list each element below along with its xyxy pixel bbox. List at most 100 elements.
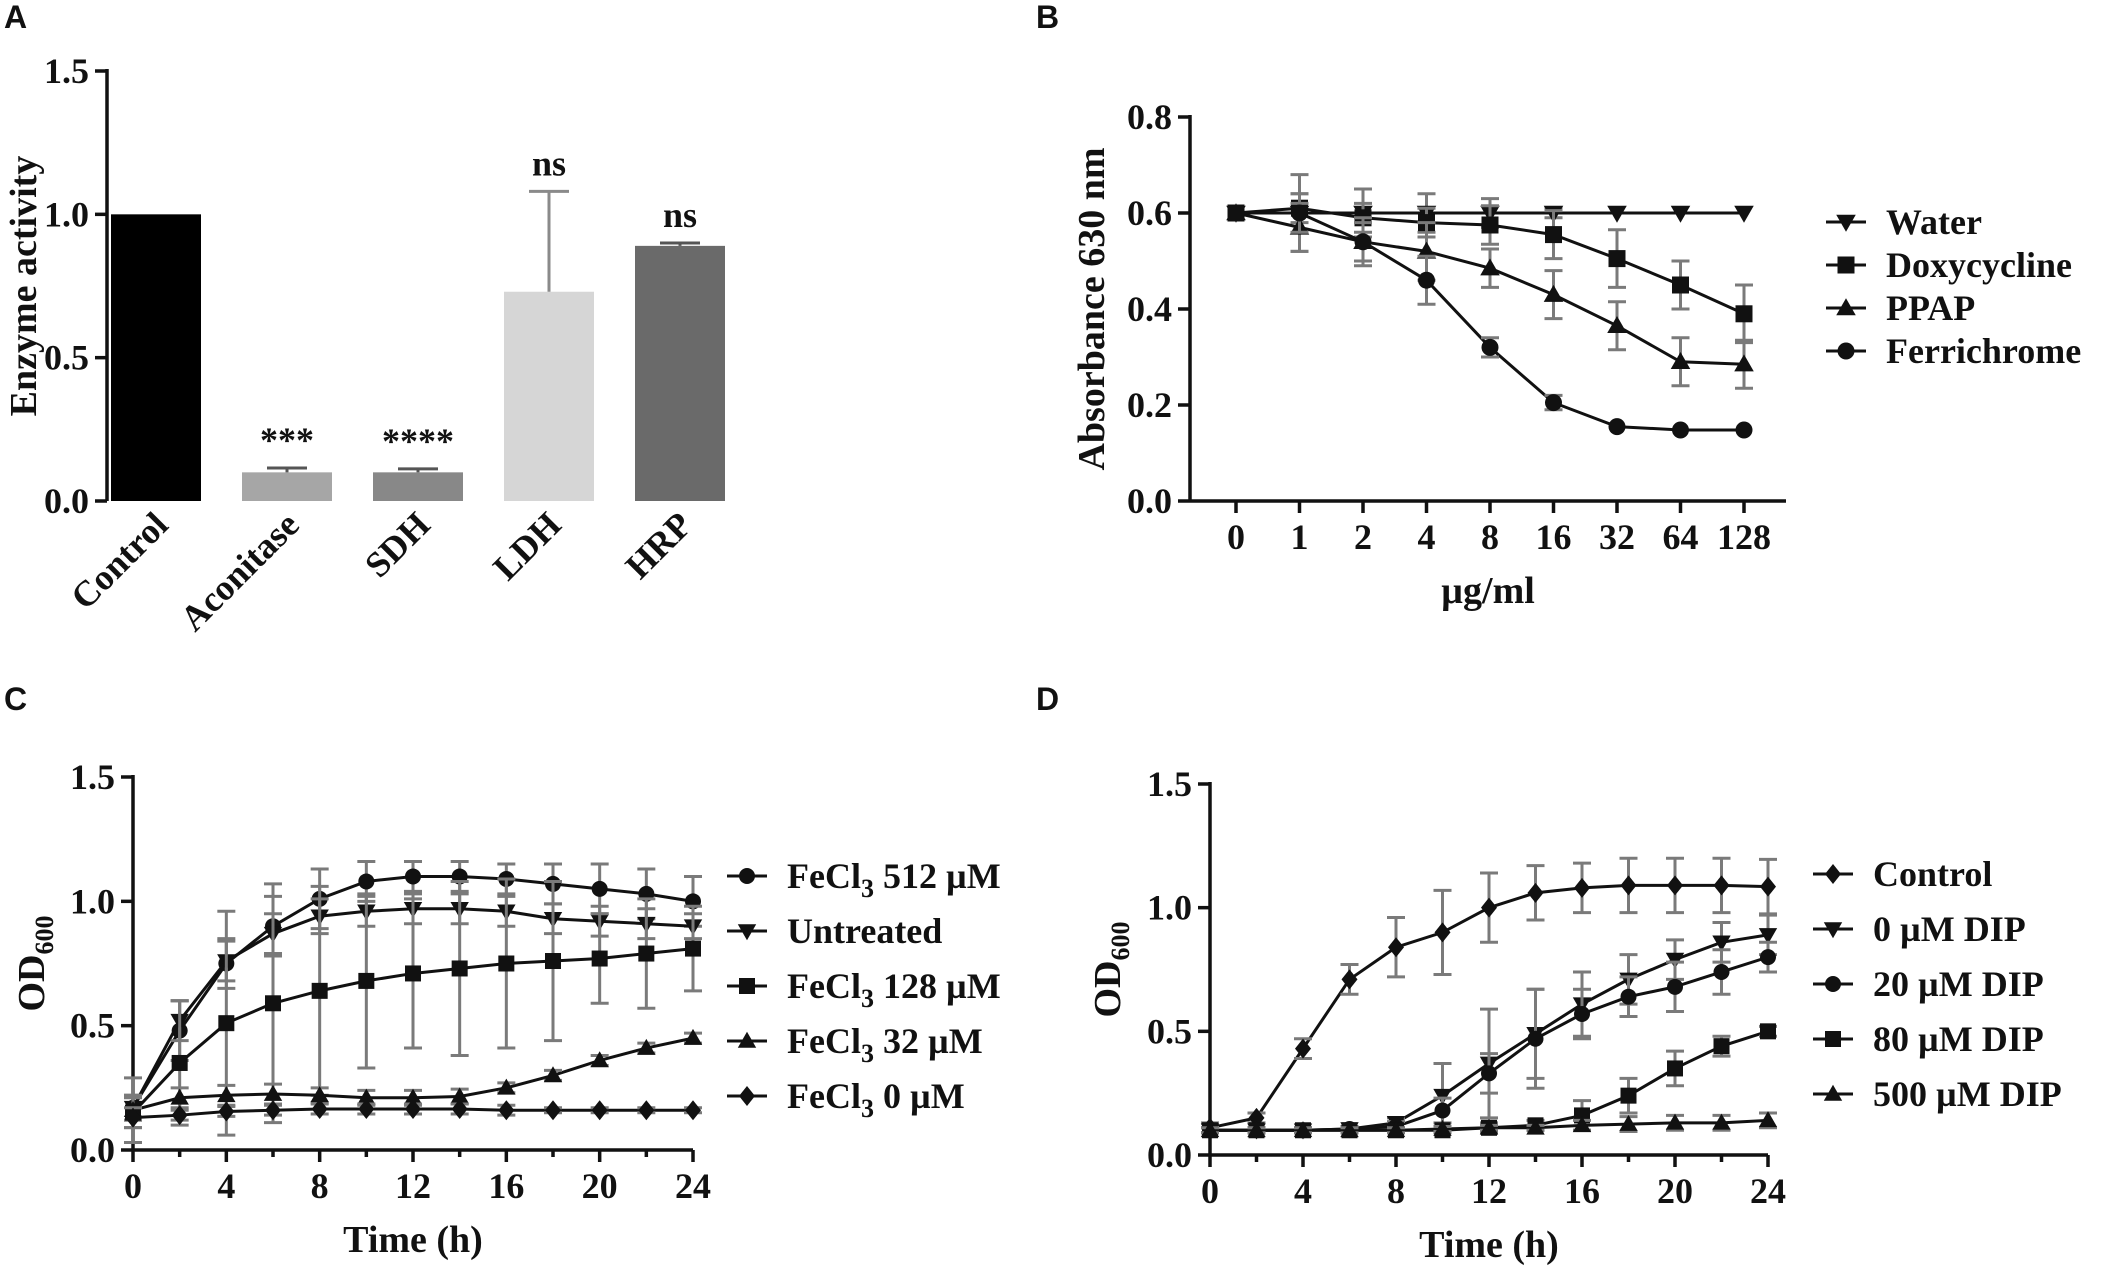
x-tick-label: 8 — [1481, 517, 1499, 557]
data-point — [1574, 1006, 1590, 1023]
x-tick-label: 2 — [1354, 517, 1372, 557]
data-point — [170, 1088, 189, 1105]
data-point — [1527, 1030, 1544, 1047]
legend-entry: PPAP — [1826, 288, 1975, 328]
legend-marker — [737, 924, 757, 941]
data-point — [1481, 338, 1499, 356]
data-point — [1291, 204, 1308, 222]
significance-label: ns — [532, 143, 566, 183]
data-point — [1760, 1023, 1776, 1040]
x-tick-label: HRP — [618, 504, 700, 586]
data-point — [1293, 1121, 1313, 1138]
x-tick-label: 24 — [1750, 1171, 1786, 1211]
data-point — [1672, 421, 1689, 439]
y-axis-title: OD600 — [1087, 922, 1135, 1018]
y-tick-label: 1.0 — [44, 194, 89, 234]
x-tick-label: 12 — [395, 1166, 431, 1206]
x-axis-title: Time (h) — [1419, 1224, 1559, 1266]
data-point — [171, 1105, 188, 1126]
legend-entry: FeCl3 128 µM — [727, 966, 1001, 1013]
legend-marker — [1836, 298, 1856, 316]
y-axis-title: Enzyme activity — [3, 156, 45, 417]
data-point — [1734, 354, 1754, 372]
x-tick-label: 4 — [1294, 1171, 1312, 1211]
y-tick-label: 0.0 — [70, 1130, 115, 1170]
x-tick-label: 8 — [1387, 1171, 1405, 1211]
data-point — [1200, 1121, 1220, 1138]
data-point — [1713, 875, 1730, 896]
x-tick-label: 24 — [675, 1166, 711, 1206]
y-tick-label: 0.8 — [1127, 97, 1172, 137]
legend-label: FeCl3 0 µM — [787, 1076, 965, 1123]
y-tick-label: 0.0 — [1147, 1135, 1192, 1175]
x-tick-label: 8 — [311, 1166, 329, 1206]
legend-marker — [1823, 922, 1843, 939]
y-axis-title: Absorbance 630 nm — [1071, 147, 1113, 470]
data-point — [1620, 1087, 1637, 1104]
data-point — [218, 1101, 235, 1122]
y-axis-title: OD600 — [11, 916, 59, 1012]
data-point — [1608, 250, 1626, 268]
legend-label: PPAP — [1886, 288, 1975, 328]
data-point — [498, 955, 515, 972]
legend-label: FeCl3 128 µM — [787, 966, 1001, 1013]
legend-entry: Ferrichrome — [1826, 331, 2081, 371]
series-3 — [1227, 192, 1753, 439]
error-bar — [398, 467, 438, 473]
data-point — [358, 972, 375, 989]
data-point — [1672, 276, 1689, 294]
x-axis-title: Time (h) — [343, 1219, 483, 1261]
x-tick-label: 32 — [1599, 517, 1635, 557]
legend-label: FeCl3 32 µM — [787, 1021, 983, 1068]
error-bar — [529, 189, 569, 292]
legend-marker — [739, 1086, 755, 1106]
data-point — [1388, 937, 1404, 958]
data-point — [1481, 216, 1499, 234]
data-point — [1416, 241, 1437, 259]
data-point — [1760, 876, 1776, 897]
data-point — [1340, 1121, 1359, 1138]
legend-marker — [1825, 976, 1841, 992]
data-point — [1607, 205, 1627, 223]
legend-entry: 80 µM DIP — [1813, 1019, 2044, 1059]
data-point — [310, 1086, 329, 1103]
data-point — [1434, 922, 1451, 943]
data-point — [1758, 928, 1778, 945]
x-tick-label: LDH — [485, 504, 568, 587]
data-point — [1434, 1102, 1451, 1119]
legend-entry: Water — [1826, 202, 1982, 242]
legend-entry: 500 µM DIP — [1813, 1074, 2062, 1114]
data-point — [1295, 1038, 1311, 1059]
data-point — [1758, 1111, 1778, 1128]
y-tick-label: 1.5 — [44, 51, 89, 91]
data-point — [1247, 1121, 1266, 1138]
significance-label: **** — [382, 421, 454, 461]
data-point — [1665, 1113, 1685, 1130]
y-tick-label: 0.4 — [1127, 289, 1172, 329]
legend-label: FeCl3 512 µM — [787, 856, 1001, 903]
data-point — [1619, 1114, 1638, 1131]
y-tick-label: 1.0 — [70, 881, 115, 921]
x-tick-label: 1 — [1291, 517, 1309, 557]
data-point — [217, 1086, 236, 1103]
data-point — [1479, 1118, 1499, 1135]
data-point — [405, 868, 421, 885]
y-tick-label: 0.2 — [1127, 385, 1172, 425]
data-point — [171, 1054, 188, 1071]
data-point — [1433, 1119, 1452, 1136]
x-tick-label: 16 — [1536, 517, 1572, 557]
legend-marker — [1837, 342, 1855, 360]
legend-label: Control — [1873, 854, 1992, 894]
data-point — [1418, 271, 1435, 289]
x-tick-label: 12 — [1471, 1171, 1507, 1211]
x-tick-label: 0 — [124, 1166, 142, 1206]
data-point — [1386, 1121, 1406, 1138]
error-bar — [660, 241, 700, 246]
legend-entry: FeCl3 512 µM — [727, 856, 1001, 903]
data-point — [357, 1088, 376, 1105]
significance-label: ns — [663, 195, 697, 235]
data-point — [1620, 875, 1637, 896]
data-point — [497, 1078, 516, 1095]
panel-c-label: C — [4, 681, 27, 717]
x-tick-label: 20 — [582, 1166, 618, 1206]
